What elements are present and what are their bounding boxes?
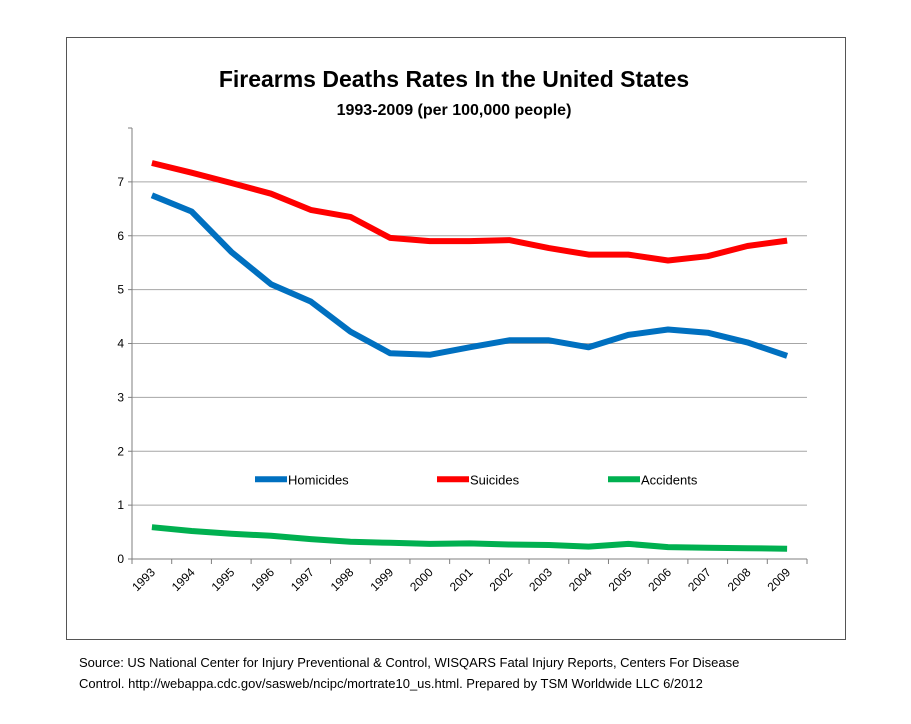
y-tick-label: 3 (117, 390, 124, 404)
x-tick-label: 1998 (328, 565, 357, 594)
series-line-suicides (151, 160, 788, 264)
x-tick-label: 2000 (407, 565, 436, 594)
y-tick-label: 6 (117, 229, 124, 243)
x-tick-label: 1999 (367, 565, 396, 594)
source-note-line-1: Source: US National Center for Injury Pr… (79, 655, 740, 670)
legend-label-accidents: Accidents (641, 472, 698, 487)
x-tick-label: 2009 (764, 565, 793, 594)
x-tick-label: 2005 (606, 565, 635, 594)
chart-frame: Firearms Deaths Rates In the United Stat… (66, 37, 846, 640)
series-line-accidents (151, 524, 788, 552)
axes: 0 1 2 3 4 5 6 7 1993 1994 1995 1996 1997 1998 1999 2000… (117, 127, 808, 594)
series-lines (150, 160, 789, 552)
x-tick-label: 2004 (566, 565, 595, 594)
x-tick-label: 1994 (169, 565, 198, 594)
y-tick-label: 4 (117, 337, 124, 351)
source-note-line-2: Control. http://webappa.cdc.gov/sasweb/n… (79, 676, 703, 691)
legend: Homicides Suicides Accidents (255, 472, 698, 487)
y-tick-label: 2 (117, 444, 124, 458)
series-line-homicides (150, 192, 789, 359)
y-tick-label: 5 (117, 283, 124, 297)
line-chart: Firearms Deaths Rates In the United Stat… (117, 66, 808, 594)
x-tick-label: 1993 (129, 565, 158, 594)
x-tick-label: 2008 (725, 565, 754, 594)
legend-label-homicides: Homicides (288, 472, 349, 487)
x-tick-label: 1997 (288, 565, 317, 594)
x-tick-label: 2002 (487, 565, 516, 594)
x-tick-label: 2003 (526, 565, 555, 594)
x-tick-label: 1995 (209, 565, 238, 594)
chart-subtitle: 1993-2009 (per 100,000 people) (337, 102, 572, 119)
chart-title: Firearms Deaths Rates In the United Stat… (219, 66, 689, 92)
x-tick-label: 2006 (645, 565, 674, 594)
x-tick-label: 2007 (685, 565, 714, 594)
x-tick-label: 1996 (248, 565, 277, 594)
x-tick-label: 2001 (447, 565, 476, 594)
y-tick-label: 1 (117, 498, 124, 512)
gridlines (132, 181, 807, 506)
y-tick-label: 7 (117, 175, 124, 189)
legend-label-suicides: Suicides (470, 472, 520, 487)
y-tick-label: 0 (117, 552, 124, 566)
